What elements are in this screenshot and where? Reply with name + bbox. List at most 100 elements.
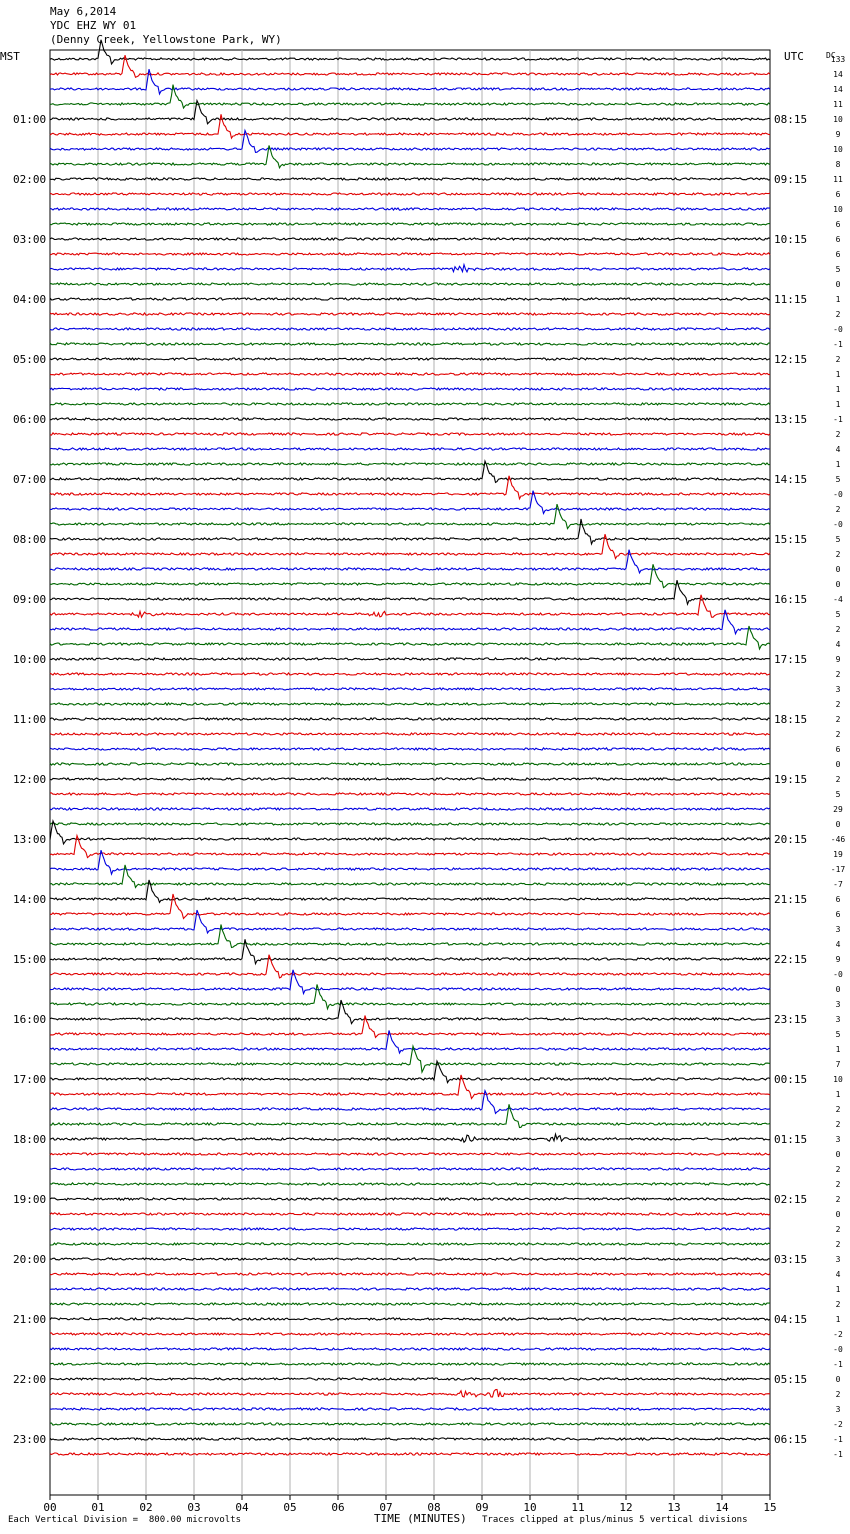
trace-row-29 — [49, 475, 771, 501]
dc-offset-label: -0 — [833, 1345, 843, 1354]
trace-row-46 — [49, 747, 771, 752]
dc-offset-label: 0 — [836, 580, 841, 589]
trace-row-49 — [50, 791, 771, 797]
dc-offset-label: 5 — [836, 610, 841, 619]
trace-row-91 — [49, 1422, 771, 1426]
trace-row-57 — [49, 893, 771, 920]
x-tick-label: 02 — [139, 1501, 152, 1514]
trace-row-74 — [49, 1167, 771, 1171]
mst-hour-label: 16:00 — [13, 1013, 46, 1026]
utc-hour-label: 09:15 — [774, 173, 807, 186]
trace-row-51 — [49, 822, 771, 826]
utc-hour-label: 06:15 — [774, 1433, 807, 1446]
dc-offset-label: 2 — [836, 355, 841, 364]
trace-row-78 — [49, 1227, 771, 1231]
x-tick-label: 09 — [475, 1501, 488, 1514]
dc-offset-label: 1 — [836, 1090, 841, 1099]
dc-offset-label: 133 — [831, 55, 846, 64]
dc-offset-label: 3 — [836, 1000, 841, 1009]
trace-row-86 — [49, 1346, 771, 1352]
utc-hour-label: 19:15 — [774, 773, 807, 786]
trace-row-85 — [49, 1332, 771, 1337]
chart-date: May 6,2014 — [50, 5, 117, 18]
utc-hour-label: 08:15 — [774, 113, 807, 126]
trace-row-3 — [49, 84, 771, 110]
trace-row-44 — [49, 717, 771, 721]
trace-row-19 — [49, 341, 770, 346]
trace-row-50 — [49, 806, 771, 812]
utc-hour-label: 18:15 — [774, 713, 807, 726]
utc-hour-label: 01:15 — [774, 1133, 807, 1146]
trace-row-16 — [49, 297, 771, 301]
dc-offset-label: 3 — [836, 1405, 841, 1414]
dc-offset-label: 0 — [836, 1210, 841, 1219]
dc-offset-label: 1 — [836, 370, 841, 379]
mst-hour-label: 03:00 — [13, 233, 46, 246]
trace-row-27 — [49, 461, 771, 467]
dc-offset-label: 2 — [836, 1105, 841, 1114]
dc-offset-label: 2 — [836, 775, 841, 784]
trace-row-23 — [49, 402, 771, 406]
trace-row-89 — [49, 1388, 771, 1398]
utc-hour-label: 05:15 — [774, 1373, 807, 1386]
trace-row-59 — [49, 924, 771, 949]
dc-offset-label: -1 — [833, 1450, 843, 1459]
mst-hour-label: 06:00 — [13, 413, 46, 426]
dc-offset-label: 2 — [836, 430, 841, 439]
trace-row-24 — [49, 417, 771, 422]
utc-hour-label: 20:15 — [774, 833, 807, 846]
dc-offset-label: 1 — [836, 1315, 841, 1324]
dc-offset-label: 10 — [833, 205, 843, 214]
trace-row-33 — [49, 534, 771, 560]
dc-offset-label: -17 — [831, 865, 846, 874]
dc-offset-label: 9 — [836, 955, 841, 964]
trace-row-76 — [49, 1197, 771, 1202]
trace-row-12 — [49, 237, 771, 241]
station-code: YDC EHZ WY 01 — [50, 19, 137, 32]
dc-offset-label: 6 — [836, 190, 841, 199]
mst-hour-label: 08:00 — [13, 533, 46, 546]
trace-row-60 — [49, 939, 771, 966]
utc-hour-label: 17:15 — [774, 653, 807, 666]
x-tick-label: 01 — [91, 1501, 104, 1514]
mst-hour-label: 18:00 — [13, 1133, 46, 1146]
dc-offset-label: 5 — [836, 535, 841, 544]
mst-hour-label: 02:00 — [13, 173, 46, 186]
dc-offset-label: -7 — [833, 880, 843, 889]
x-tick-label: 15 — [763, 1501, 776, 1514]
dc-offset-label: 2 — [836, 670, 841, 679]
mst-hour-label: 10:00 — [13, 653, 46, 666]
dc-offset-label: 7 — [836, 1060, 841, 1069]
dc-offset-label: 2 — [836, 550, 841, 559]
dc-offset-label: -1 — [833, 340, 843, 349]
plot-frame — [49, 49, 771, 1496]
trace-row-83 — [49, 1302, 770, 1306]
trace-row-9 — [49, 192, 771, 197]
trace-row-28 — [49, 459, 771, 484]
trace-row-84 — [49, 1316, 771, 1321]
trace-row-63 — [49, 984, 771, 1011]
dc-offset-label: 2 — [836, 1240, 841, 1249]
trace-row-47 — [49, 762, 771, 766]
trace-row-36 — [49, 580, 771, 606]
dc-offset-label: 19 — [833, 850, 843, 859]
dc-offset-label: 6 — [836, 910, 841, 919]
dc-offset-label: 5 — [836, 790, 841, 799]
dc-offset-label: 2 — [836, 1300, 841, 1309]
trace-row-25 — [49, 432, 771, 436]
trace-row-34 — [49, 549, 771, 575]
trace-row-32 — [49, 518, 771, 546]
trace-row-73 — [49, 1152, 771, 1156]
dc-offset-label: 4 — [836, 1270, 841, 1279]
mst-hour-label: 21:00 — [13, 1313, 46, 1326]
trace-row-75 — [49, 1182, 771, 1186]
dc-offset-label: -0 — [833, 970, 843, 979]
utc-hour-label: 00:15 — [774, 1073, 807, 1086]
mst-hour-label: 09:00 — [13, 593, 46, 606]
dc-offset-label: 14 — [833, 85, 843, 94]
dc-offset-label: 2 — [836, 1120, 841, 1129]
mst-hour-label: 19:00 — [13, 1193, 46, 1206]
trace-row-41 — [49, 671, 771, 676]
dc-offset-label: 5 — [836, 1030, 841, 1039]
dc-offset-label: 1 — [836, 295, 841, 304]
